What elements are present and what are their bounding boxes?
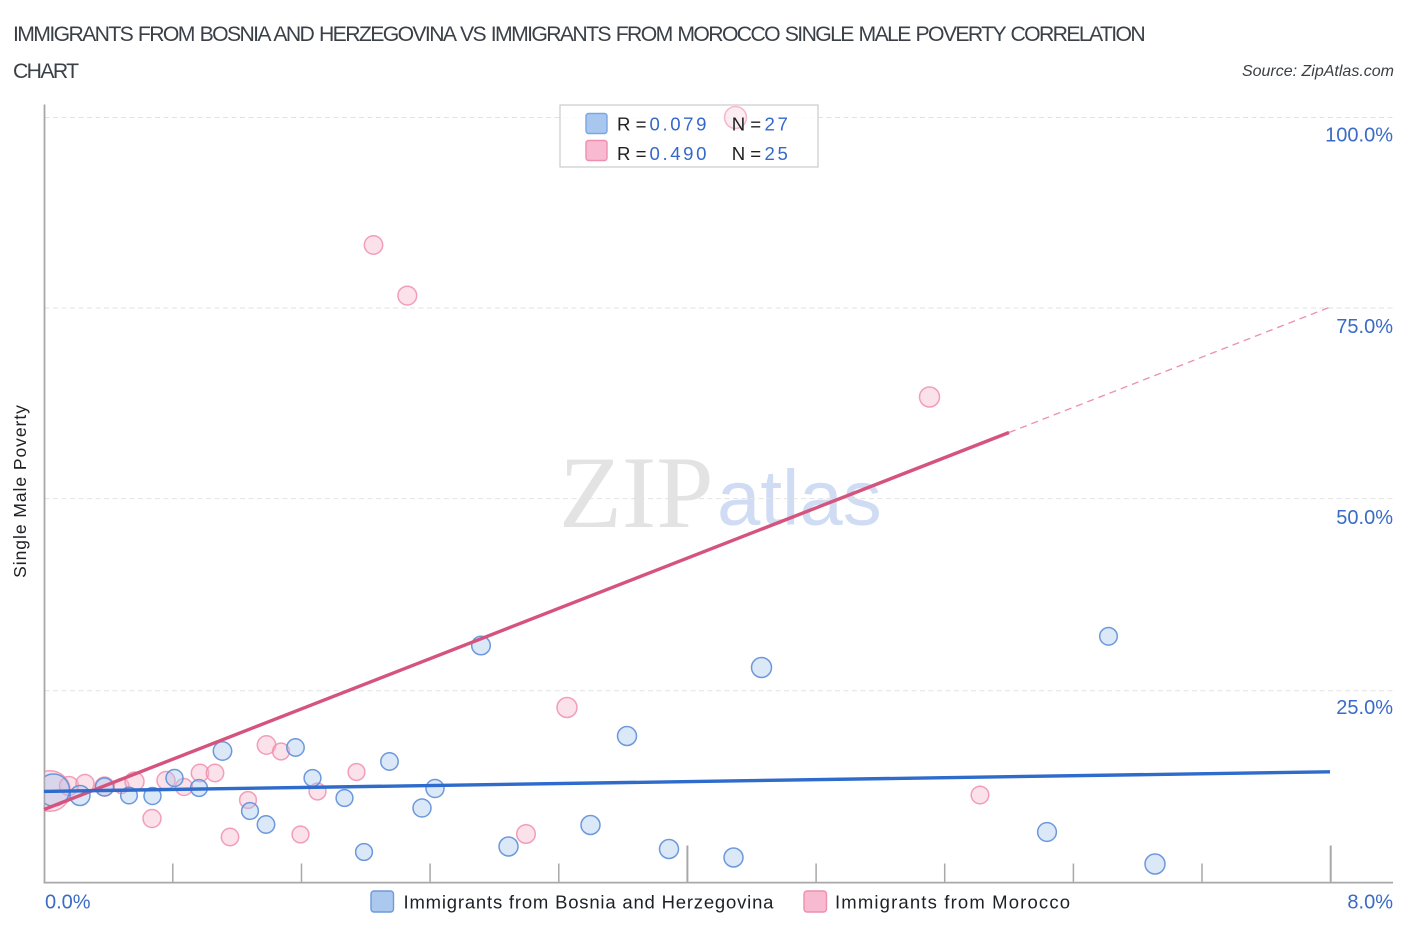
svg-text:IMMIGRANTS FROM BOSNIA AND HER: IMMIGRANTS FROM BOSNIA AND HERZEGOVINA V… [13,23,1144,46]
svg-text:ZIP: ZIP [559,436,714,550]
svg-text:8.0%: 8.0% [1347,892,1393,914]
svg-text:100.0%: 100.0% [1325,125,1393,147]
svg-text:50.0%: 50.0% [1336,507,1393,529]
svg-text:Immigrants from Bosnia and Her: Immigrants from Bosnia and Herzegovina [404,892,775,913]
svg-text:Source: ZipAtlas.com: Source: ZipAtlas.com [1242,63,1394,80]
svg-text:Single Male Poverty: Single Male Poverty [10,404,30,578]
svg-text:atlas: atlas [717,454,882,542]
svg-text:75.0%: 75.0% [1336,316,1393,338]
svg-text:25.0%: 25.0% [1336,697,1393,719]
svg-text:CHART: CHART [13,60,79,83]
svg-text:0.0%: 0.0% [45,892,91,914]
svg-text:Immigrants from Morocco: Immigrants from Morocco [835,892,1071,913]
